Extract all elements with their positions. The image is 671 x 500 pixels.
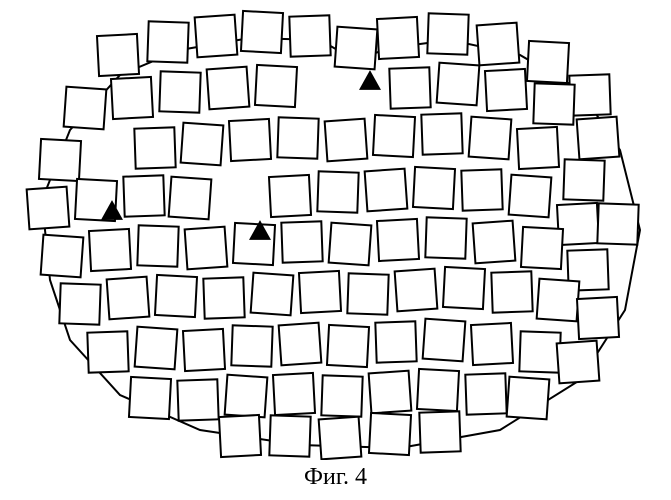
square-marker (241, 11, 283, 53)
square-marker (135, 327, 178, 370)
square-marker (97, 34, 139, 76)
square-marker (423, 319, 466, 362)
square-marker (395, 269, 438, 312)
square-marker (41, 235, 84, 278)
square-marker (181, 123, 224, 166)
square-marker (427, 13, 468, 54)
square-marker (471, 323, 513, 365)
square-marker (597, 203, 638, 244)
square-marker (225, 375, 268, 418)
square-marker (335, 27, 378, 70)
square-marker (207, 67, 250, 110)
square-marker (533, 83, 574, 124)
square-marker (317, 171, 358, 212)
square-marker (413, 167, 455, 209)
square-marker (169, 177, 212, 220)
square-marker (273, 373, 315, 415)
square-marker (521, 227, 563, 269)
square-marker (369, 413, 411, 455)
square-marker (183, 329, 225, 371)
square-marker (425, 217, 466, 258)
square-marker (325, 119, 368, 162)
square-marker (269, 175, 311, 217)
square-marker (469, 117, 512, 160)
square-marker (365, 169, 408, 212)
square-marker (527, 41, 569, 83)
square-marker (507, 377, 550, 420)
square-marker (27, 187, 70, 230)
square-marker (89, 229, 131, 271)
square-marker (329, 223, 372, 266)
square-marker (281, 221, 322, 262)
square-marker (134, 127, 175, 168)
square-marker (87, 331, 128, 372)
square-marker (375, 321, 416, 362)
square-marker (473, 221, 516, 264)
square-marker (517, 127, 559, 169)
square-marker (195, 15, 238, 58)
square-marker (443, 267, 485, 309)
square-marker (277, 117, 318, 158)
square-marker (111, 77, 153, 119)
square-marker (159, 71, 200, 112)
square-marker (319, 417, 362, 460)
square-marker (147, 21, 188, 62)
square-marker (577, 117, 620, 160)
square-marker (377, 17, 419, 59)
square-marker (251, 273, 294, 316)
square-marker (269, 415, 310, 456)
square-marker (519, 331, 560, 372)
square-marker (421, 113, 462, 154)
square-marker (569, 74, 610, 115)
square-marker (373, 115, 415, 157)
square-marker (299, 271, 341, 313)
square-marker (279, 323, 322, 366)
square-marker (123, 175, 164, 216)
figure-caption: Фиг. 4 (0, 464, 671, 491)
square-marker (347, 273, 388, 314)
square-marker (233, 223, 275, 265)
square-marker (177, 379, 218, 420)
square-marker (137, 225, 178, 266)
square-marker (255, 65, 297, 107)
square-marker (369, 371, 412, 414)
square-marker (229, 119, 271, 161)
square-marker (465, 373, 506, 414)
square-marker (461, 169, 502, 210)
square-marker (129, 377, 171, 419)
square-marker (485, 69, 527, 111)
square-marker (437, 63, 480, 106)
square-marker (155, 275, 197, 317)
square-marker (563, 159, 604, 200)
square-marker (419, 411, 460, 452)
square-marker (491, 271, 532, 312)
square-marker (64, 87, 107, 130)
square-marker (203, 277, 244, 318)
square-marker (477, 23, 520, 66)
square-marker (39, 139, 81, 181)
square-marker (185, 227, 228, 270)
square-marker (509, 175, 552, 218)
square-marker (377, 219, 419, 261)
square-marker (289, 15, 330, 56)
square-marker (389, 67, 430, 108)
figure-diagram (0, 0, 671, 460)
square-marker (321, 375, 362, 416)
square-marker (557, 341, 600, 384)
square-marker (59, 283, 100, 324)
square-marker (327, 325, 369, 367)
square-marker (537, 279, 580, 322)
square-marker (417, 369, 459, 411)
square-marker (231, 325, 272, 366)
square-marker (107, 277, 150, 320)
square-marker (577, 297, 619, 339)
triangle-marker (359, 70, 381, 90)
square-marker (219, 415, 261, 457)
